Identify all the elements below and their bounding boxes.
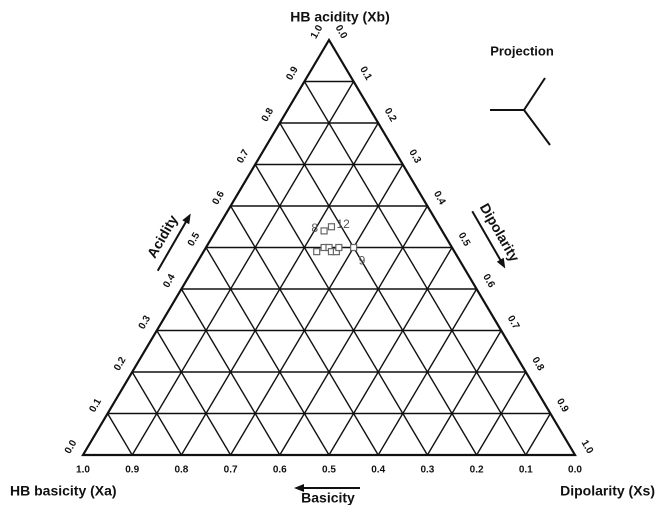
- b-tick-label: 0.3: [137, 313, 154, 331]
- grid-line: [205, 247, 330, 456]
- data-point: [327, 223, 336, 231]
- a-tick-label: 0.8: [174, 465, 188, 476]
- s-axis-title: Dipolarity (Xs): [560, 483, 655, 499]
- s-tick-label: 0.2: [382, 106, 399, 124]
- b-tick-label: 0.4: [161, 272, 178, 290]
- s-tick-label: 0.3: [406, 148, 423, 166]
- b-tick-label: 0.6: [210, 189, 227, 207]
- data-point: [313, 248, 321, 256]
- a-tick-label: 0.7: [224, 465, 238, 476]
- s-tick-label: 0.0: [333, 23, 350, 41]
- grid-line: [131, 371, 183, 456]
- a-tick-label: 0.3: [420, 465, 434, 476]
- projection-label: Projection: [490, 43, 554, 58]
- grid-line: [426, 330, 502, 456]
- grid-line: [156, 330, 232, 456]
- point-label: 9: [359, 254, 366, 268]
- s-tick-label: 0.7: [505, 314, 522, 332]
- b-tick-label: 0.0: [63, 438, 80, 456]
- grid-line: [229, 205, 379, 456]
- grid-line: [229, 164, 404, 456]
- b-tick-label: 1.0: [309, 23, 326, 41]
- acidity-arrow: Acidity: [144, 212, 191, 272]
- grid-line: [303, 81, 527, 456]
- grid-line: [180, 288, 281, 456]
- point-label: 12: [336, 217, 350, 231]
- s-tick-label: 0.1: [357, 65, 374, 83]
- triangle-outline: [81, 37, 577, 457]
- grid-line: [131, 81, 355, 456]
- basicity-arrow: Basicity: [294, 484, 360, 505]
- grid-line: [106, 413, 133, 456]
- s-tick-label: 0.4: [431, 189, 448, 207]
- projection-icon: [490, 77, 551, 146]
- b-tick-label: 0.1: [87, 396, 104, 414]
- grid-line: [279, 122, 478, 456]
- s-tick-label: 0.6: [480, 272, 497, 290]
- b-tick-label: 0.5: [186, 230, 203, 248]
- a-tick-label: 0.1: [519, 465, 533, 476]
- a-axis-title: HB basicity (Xa): [10, 483, 117, 499]
- grid-line: [525, 413, 552, 456]
- point-label: 8: [311, 221, 318, 235]
- b-tick-label: 0.8: [260, 106, 277, 124]
- a-tick-label: 0.2: [470, 465, 484, 476]
- dipolarity-arrow: Dipolarity: [471, 200, 523, 269]
- a-tick-label: 1.0: [76, 465, 90, 476]
- b-tick-label: 0.2: [112, 355, 129, 373]
- s-tick-label: 1.0: [579, 438, 596, 456]
- s-tick-label: 0.8: [529, 355, 546, 373]
- data-point: [350, 243, 358, 252]
- b-axis-title: HB acidity (Xb): [290, 9, 390, 25]
- b-tick-label: 0.7: [235, 147, 252, 165]
- data-point: [320, 227, 328, 235]
- a-tick-label: 0.5: [322, 465, 336, 476]
- a-arrow-label: Basicity: [301, 490, 355, 505]
- a-tick-label: 0.4: [371, 465, 385, 476]
- data-point: [335, 243, 343, 252]
- a-tick-label: 0.9: [125, 465, 139, 476]
- grid-line: [328, 247, 453, 456]
- grid: [82, 39, 576, 456]
- a-tick-label: 0.6: [273, 465, 287, 476]
- grid-line: [254, 164, 429, 456]
- s-tick-label: 0.5: [456, 231, 473, 249]
- s-tick-label: 0.9: [554, 397, 571, 415]
- b-tick-label: 0.9: [284, 64, 301, 82]
- b-arrow-label: Acidity: [144, 212, 181, 261]
- a-tick-label: 0.0: [568, 465, 582, 476]
